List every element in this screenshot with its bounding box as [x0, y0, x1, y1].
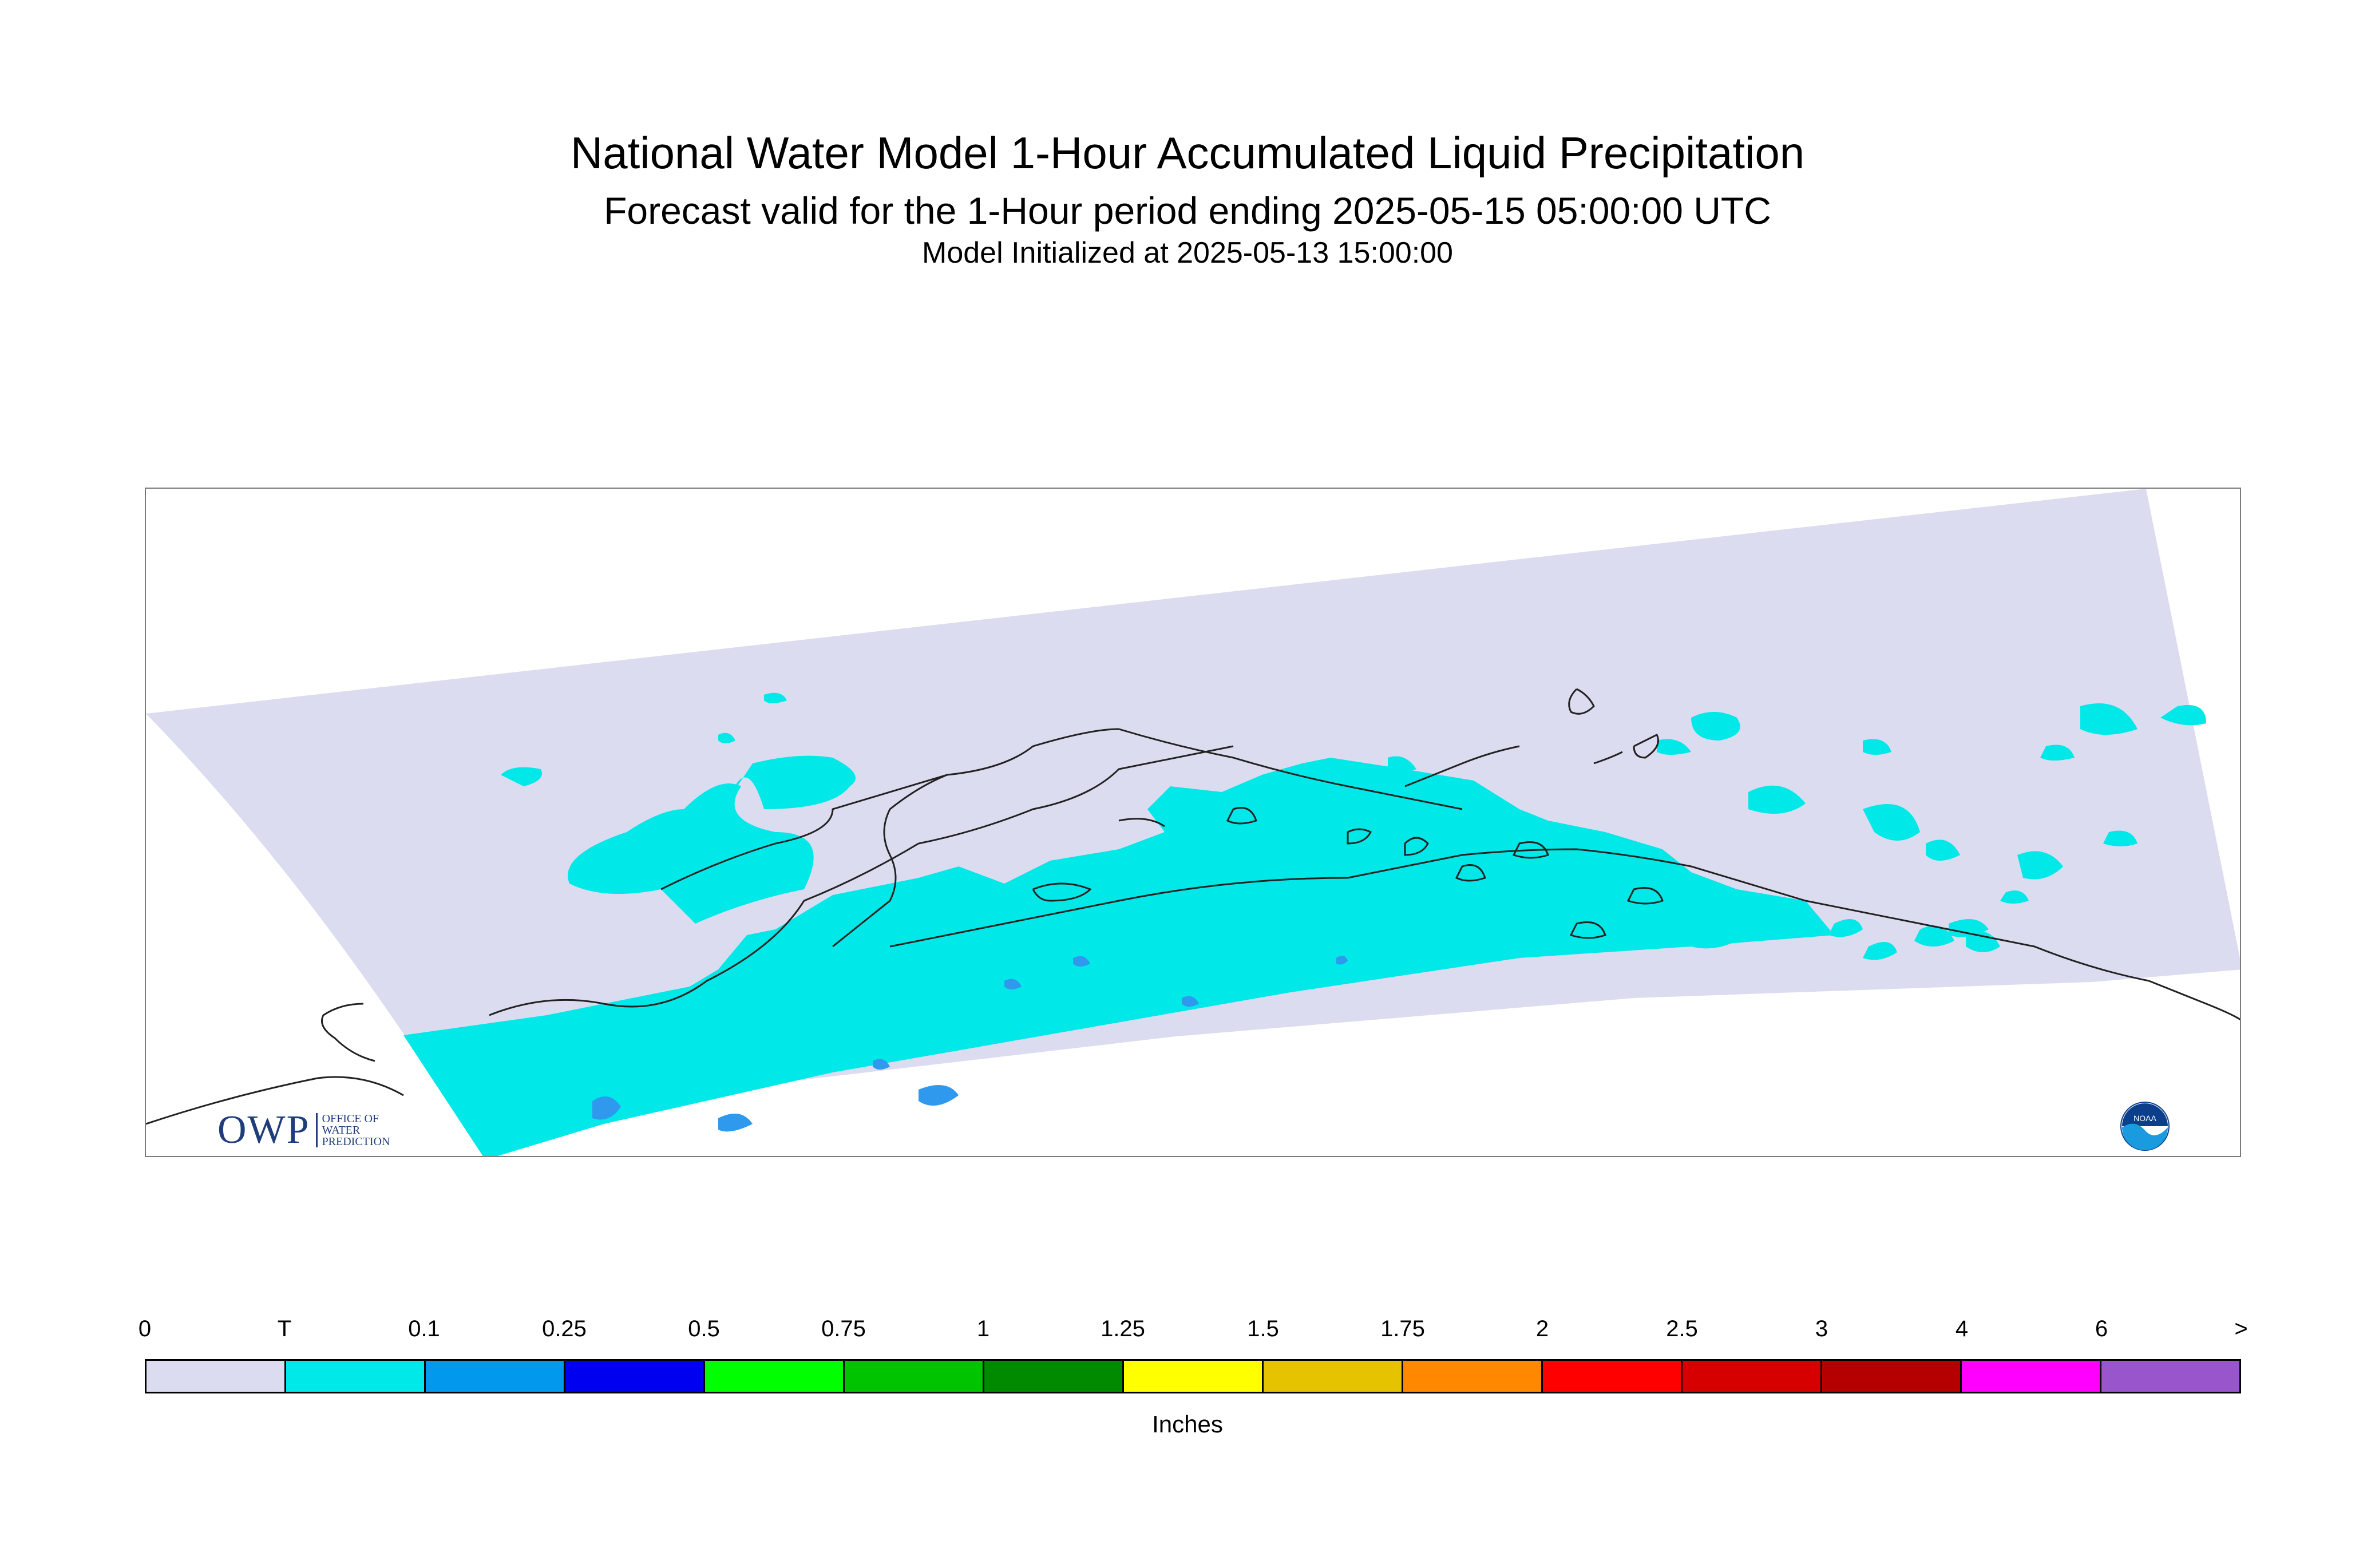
owp-logo-letters: OWP — [217, 1108, 310, 1152]
legend-swatch-8 — [1264, 1361, 1403, 1392]
legend-tick-2: 0.1 — [408, 1316, 440, 1341]
legend-tick-4: 0.5 — [688, 1316, 720, 1341]
legend-tick-10: 2 — [1535, 1316, 1549, 1341]
legend-tick-15: > — [2234, 1316, 2248, 1341]
legend-swatch-3 — [565, 1361, 705, 1392]
legend-swatch-13 — [1962, 1361, 2101, 1392]
legend-swatch-12 — [1822, 1361, 1962, 1392]
legend-swatch-1 — [286, 1361, 426, 1392]
legend-swatch-10 — [1543, 1361, 1683, 1392]
legend-tick-7: 1.25 — [1101, 1316, 1145, 1341]
owp-logo-line-2: WATER — [322, 1124, 361, 1137]
legend-swatch-4 — [705, 1361, 845, 1392]
map-canvas — [146, 489, 2240, 1156]
legend-tick-14: 6 — [2095, 1316, 2108, 1341]
coastlines — [146, 688, 2240, 1125]
legend-swatch-14 — [2101, 1361, 2239, 1392]
owp-logo: OWP OFFICE OF WATER PREDICTION — [217, 1107, 390, 1153]
map-title: National Water Model 1-Hour Accumulated … — [570, 128, 1805, 178]
legend-tick-5: 0.75 — [821, 1316, 866, 1341]
precipitation-map — [145, 488, 2241, 1157]
noaa-logo-icon: NOAA — [2120, 1102, 2170, 1151]
legend-swatch-6 — [984, 1361, 1124, 1392]
legend-swatch-0 — [147, 1361, 286, 1392]
owp-logo-line-3: PREDICTION — [322, 1135, 390, 1148]
legend-swatch-5 — [845, 1361, 984, 1392]
legend-color-bar — [145, 1359, 2241, 1393]
owp-logo-line-1: OFFICE OF — [322, 1112, 379, 1125]
legend-tick-3: 0.25 — [542, 1316, 587, 1341]
legend-tick-12: 3 — [1815, 1316, 1828, 1341]
legend-tick-6: 1 — [976, 1316, 990, 1341]
legend-tick-0: 0 — [138, 1316, 152, 1341]
init-time-label: Model Initialized at 2025-05-13 15:00:00 — [922, 236, 1453, 270]
valid-time-subtitle: Forecast valid for the 1-Hour period end… — [604, 189, 1771, 232]
legend-tick-1: T — [277, 1316, 292, 1341]
legend-swatch-9 — [1403, 1361, 1543, 1392]
legend-swatch-11 — [1683, 1361, 1822, 1392]
light-precip-areas — [592, 956, 1348, 1132]
legend-tick-9: 1.75 — [1380, 1316, 1425, 1341]
owp-logo-text: OFFICE OF WATER PREDICTION — [315, 1112, 390, 1148]
legend-units-label: Inches — [1152, 1411, 1223, 1438]
trace-precip-areas — [403, 692, 2206, 1156]
legend-tick-8: 1.5 — [1247, 1316, 1279, 1341]
island-outlines — [1226, 807, 1664, 939]
svg-text:NOAA: NOAA — [2133, 1114, 2156, 1123]
legend-swatch-7 — [1124, 1361, 1264, 1392]
legend-tick-13: 4 — [1955, 1316, 1969, 1341]
legend-swatch-2 — [426, 1361, 565, 1392]
legend-tick-11: 2.5 — [1666, 1316, 1698, 1341]
